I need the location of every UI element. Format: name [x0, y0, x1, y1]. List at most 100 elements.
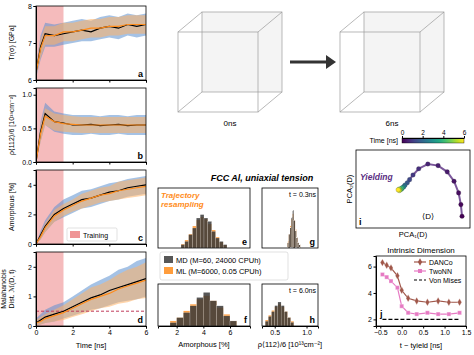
tick-mark	[73, 162, 74, 165]
tick-label: 0	[35, 329, 39, 336]
point	[396, 187, 401, 192]
bar	[212, 230, 216, 248]
title: Intrinsic Dimension	[387, 246, 455, 255]
band	[36, 103, 146, 162]
bar	[289, 234, 290, 248]
tick-mark	[402, 136, 403, 138]
bar	[298, 243, 299, 248]
legend: MD (M=60, 24000 CPUh)ML (M=6000, 0.05 CP…	[160, 252, 288, 280]
tick: 2	[368, 316, 376, 323]
marker	[415, 297, 419, 304]
line	[36, 116, 146, 162]
tick: 0.5	[270, 326, 280, 336]
bar	[217, 306, 224, 326]
frame	[36, 252, 146, 326]
cube-back	[202, 12, 282, 92]
bar	[291, 322, 294, 326]
snapshot-label: 0ns	[224, 119, 237, 128]
tick	[146, 244, 147, 247]
bar	[223, 245, 227, 248]
tick-label: 6	[368, 263, 372, 270]
point	[445, 170, 450, 175]
axis-line	[37, 327, 147, 329]
arrow-head	[326, 55, 336, 69]
bar	[181, 244, 185, 248]
plot-area	[287, 210, 300, 248]
line	[36, 25, 146, 73]
point	[459, 202, 464, 207]
bar	[278, 302, 281, 326]
panel-label: j	[379, 309, 383, 319]
bar	[290, 227, 291, 248]
panel-label: c	[138, 233, 143, 243]
tick: 0.0	[397, 326, 407, 336]
tick-label: 6	[229, 329, 233, 336]
x-label: Amorphous [%]	[178, 340, 229, 349]
tick-label: 7	[28, 40, 32, 47]
tick-label: 6	[28, 77, 32, 84]
frame	[376, 256, 466, 326]
tick: 4	[108, 326, 112, 336]
tick: 2	[71, 326, 75, 336]
axis-line	[37, 245, 147, 247]
axis-line	[34, 7, 37, 81]
marker	[436, 297, 440, 304]
tick: 0	[401, 129, 405, 138]
tick-mark	[34, 267, 37, 268]
plot-area	[170, 292, 237, 326]
legend-label: MD (M=60, 24000 CPUh)	[176, 256, 261, 265]
y-label: Amorphous [%]	[8, 183, 16, 231]
bar	[189, 234, 193, 248]
bar	[183, 311, 190, 326]
bar	[265, 320, 268, 326]
bar	[268, 316, 271, 326]
tick: 7	[28, 40, 36, 47]
tick: 6	[145, 326, 149, 336]
tick-label: 1.0	[302, 329, 312, 336]
marker	[389, 279, 393, 283]
tick-label: 0	[28, 241, 32, 248]
axis-line	[37, 81, 147, 83]
bar	[294, 221, 295, 248]
band	[36, 177, 146, 244]
tick-mark	[34, 43, 37, 44]
bar	[189, 235, 193, 248]
tick: 4	[368, 290, 376, 297]
tick-mark	[36, 80, 37, 83]
panel: 678Tr(σ) [GPa]a	[8, 3, 147, 84]
marker	[425, 311, 429, 315]
y-label: PCA₂(D)	[345, 174, 354, 203]
tick	[109, 80, 110, 83]
panel-label: d	[138, 315, 144, 325]
point	[416, 166, 421, 171]
marker	[400, 287, 404, 294]
line	[36, 114, 146, 162]
y-axis: 6 7 8	[28, 3, 36, 84]
panel: eTrajectoryresampling	[158, 188, 250, 248]
legend-box	[67, 228, 117, 241]
tick-label: −0.5	[374, 329, 388, 336]
bar	[204, 219, 208, 248]
bar	[208, 221, 212, 248]
y-axis: 2 4 6	[368, 257, 376, 327]
tick-label: 0.5	[22, 125, 32, 132]
point	[456, 191, 461, 196]
y-axis: 024	[28, 171, 36, 248]
tick-label: 8	[28, 3, 32, 10]
bar	[185, 240, 189, 248]
bar	[170, 323, 177, 326]
legend-label: TwoNN	[429, 268, 452, 275]
tick-mark	[34, 214, 37, 215]
bar	[290, 226, 291, 248]
plot-area	[36, 88, 146, 162]
plot-area	[181, 215, 227, 248]
axis-line	[34, 171, 37, 245]
frame	[356, 150, 470, 228]
bar	[281, 306, 284, 326]
tick: 1.0	[22, 91, 36, 98]
tick-mark	[34, 162, 37, 163]
cube-front	[340, 32, 420, 112]
bar	[293, 210, 294, 248]
tick-mark	[109, 80, 110, 83]
panel-label: f	[244, 315, 248, 325]
